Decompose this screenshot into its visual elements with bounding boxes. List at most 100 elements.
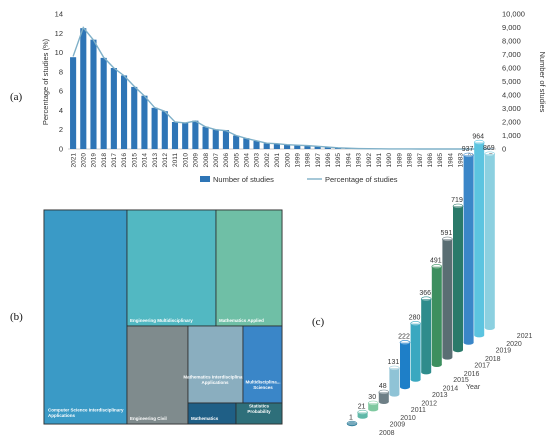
x-tick: 1992: [366, 153, 373, 168]
x-tick: 2000: [284, 153, 291, 168]
bar3d-value-label: 1: [349, 414, 353, 421]
x-tick: 2007: [213, 153, 220, 168]
bar3d-base: [453, 347, 463, 353]
treemap-label: Sciences: [253, 385, 273, 390]
x-tick: 2006: [223, 153, 230, 168]
bar: [304, 145, 311, 149]
treemap-cell: [215, 209, 283, 327]
x-tick: 2016: [121, 153, 128, 168]
x-tick: 1996: [325, 153, 332, 168]
x-tick: 1986: [427, 153, 434, 168]
x-tick: 2005: [233, 153, 240, 168]
bar3d-value-label: 937: [462, 146, 474, 153]
x-tick: 1987: [417, 153, 424, 168]
x-tick: 2003: [254, 153, 261, 168]
bar: [80, 28, 87, 149]
legend-label-bars: Number of studies: [213, 175, 274, 184]
x-tick: 2017: [111, 153, 118, 168]
treemap-cell: [126, 209, 217, 327]
x-tick: 1997: [315, 153, 322, 168]
year-tick: 2011: [411, 407, 426, 414]
bar3d-base: [431, 362, 442, 367]
chart-a: Percentage of studies (%) Number of stud…: [41, 10, 547, 185]
bar: [151, 107, 158, 149]
year-tick: 2013: [432, 392, 448, 399]
y-axis-label-right: Number of studies: [538, 52, 547, 113]
year-tick: 2016: [464, 371, 480, 378]
bar: [90, 39, 97, 149]
x-tick: 2009: [193, 153, 200, 168]
x-tick: 2010: [182, 153, 189, 168]
x-tick: 2004: [244, 153, 251, 168]
y-tick-right: 0: [502, 145, 506, 154]
bar: [70, 57, 77, 150]
treemap-cell: [242, 325, 283, 404]
bar3d-value-label: 131: [388, 359, 400, 366]
bar: [324, 147, 331, 149]
x-tick: 2011: [172, 153, 179, 167]
bar3d-base: [410, 377, 421, 382]
x-tick: 1983: [458, 153, 465, 168]
year-tick: 2017: [474, 362, 490, 369]
x-axis-label: Year: [466, 384, 481, 391]
x-tick: 2020: [80, 153, 87, 168]
bar: [131, 86, 138, 149]
bar: [284, 144, 291, 149]
treemap-cell: [43, 209, 128, 425]
year-tick: 2021: [517, 333, 533, 340]
legend: Number of studies Percentage of studies: [200, 175, 398, 184]
treemap-label: Applications: [201, 380, 228, 385]
bar3d-value-label: 222: [398, 334, 410, 341]
x-tick: 2019: [91, 153, 98, 168]
bar3d-body: [421, 299, 432, 373]
bar: [263, 143, 270, 149]
y-tick-left: 0: [59, 145, 63, 154]
bar3d-top: [346, 420, 358, 426]
y-tick-left: 14: [55, 10, 63, 19]
bar: [120, 75, 128, 149]
legend-swatch-bars: [200, 176, 210, 182]
panel-label-a: (a): [10, 91, 23, 103]
bar3d-body: [463, 155, 474, 343]
bar3d-body: [368, 403, 379, 410]
bar3d-top: [463, 152, 474, 158]
bar3d-base: [474, 333, 485, 338]
bar3d-value-label: 591: [441, 230, 453, 237]
bar3d-top: [452, 203, 464, 209]
year-tick: 2014: [443, 386, 459, 393]
x-tick: 1994: [345, 153, 352, 168]
x-tick: 2012: [162, 153, 169, 168]
bar3d-body: [400, 342, 410, 387]
treemap-label: Mathematics: [191, 416, 219, 421]
bar-series: [70, 28, 494, 150]
treemap-label: Statistics: [249, 404, 270, 409]
bar: [161, 111, 168, 149]
bar3d-base: [389, 392, 400, 397]
y-tick-right: 7,000: [502, 50, 521, 59]
bar3d-base: [368, 407, 379, 412]
bar3d-value-label: 869: [483, 145, 495, 152]
x-tick: 2015: [131, 153, 138, 168]
bar3d-top: [431, 264, 443, 270]
bar: [182, 122, 189, 149]
bar3d-base: [421, 370, 432, 375]
panel-label-b: (b): [10, 311, 23, 323]
bar3d-value-label: 366: [419, 290, 431, 297]
bar3d-base: [442, 355, 453, 360]
x-tick: 1993: [356, 153, 363, 168]
treemap-cell: [187, 325, 244, 404]
bar3d-body: [474, 142, 485, 336]
bar: [273, 143, 280, 149]
treemap-label: Engineering Multidisciplinary: [130, 318, 193, 323]
bar3d-body: [410, 323, 421, 380]
percentage-line: [72, 26, 491, 150]
y-tick-right: 1,000: [502, 131, 521, 140]
treemap-cells: Computer Science InterdisciplinaryApplic…: [43, 209, 283, 425]
bar3d-value-label: 719: [451, 197, 463, 204]
x-tick: 1999: [294, 153, 301, 168]
bar: [202, 126, 209, 149]
x-tick: 1984: [447, 153, 454, 168]
y-ticks-right: 0 1,000 2,000 3,000 4,000 5,000 6,000 7,000 8,00…: [502, 10, 525, 154]
